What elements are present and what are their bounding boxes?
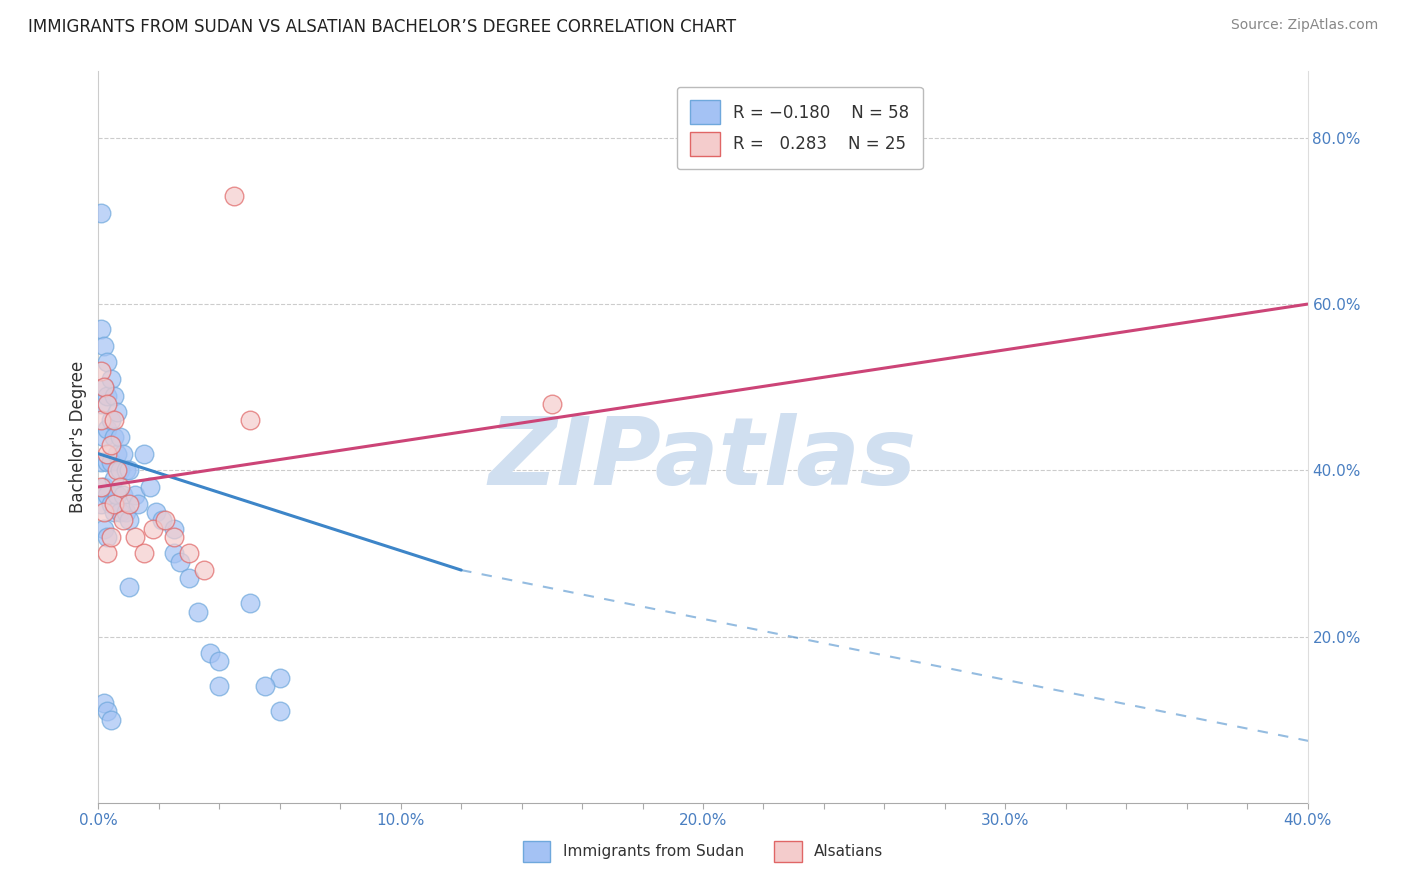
Point [100, 372, 122, 386]
Point [132, 447, 155, 461]
Text: ZIPatlas: ZIPatlas [489, 413, 917, 505]
Point [96, 388, 118, 402]
Point [118, 463, 141, 477]
Point [163, 530, 186, 544]
Point [96, 355, 118, 369]
Point [124, 488, 146, 502]
Point [103, 472, 125, 486]
Text: IMMIGRANTS FROM SUDAN VS ALSATIAN BACHELOR’S DEGREE CORRELATION CHART: IMMIGRANTS FROM SUDAN VS ALSATIAN BACHEL… [28, 18, 737, 36]
Point [103, 413, 125, 427]
Point [153, 513, 176, 527]
Point [90, 363, 112, 377]
Point [93, 380, 115, 394]
Point [90, 397, 112, 411]
Point [118, 513, 141, 527]
Point [200, 646, 222, 660]
Point [239, 596, 262, 610]
Point [114, 505, 136, 519]
Point [208, 680, 231, 694]
Point [90, 480, 112, 494]
Point [93, 480, 115, 494]
Point [105, 447, 128, 461]
Point [103, 497, 125, 511]
Point [93, 380, 115, 394]
Point [100, 497, 122, 511]
Point [540, 397, 562, 411]
Point [108, 480, 131, 494]
Point [269, 705, 291, 719]
Point [150, 513, 173, 527]
Point [208, 655, 231, 669]
Point [90, 205, 112, 219]
Point [96, 488, 118, 502]
Point [124, 530, 146, 544]
Text: Source: ZipAtlas.com: Source: ZipAtlas.com [1230, 18, 1378, 32]
Point [93, 338, 115, 352]
Point [105, 405, 128, 419]
Point [179, 571, 201, 585]
Point [142, 521, 165, 535]
Y-axis label: Bachelor's Degree: Bachelor's Degree [69, 361, 87, 513]
Point [105, 488, 128, 502]
Point [108, 430, 131, 444]
Point [90, 497, 112, 511]
Point [96, 546, 118, 560]
Point [114, 463, 136, 477]
Point [111, 447, 134, 461]
Point [163, 546, 186, 560]
Point [93, 696, 115, 710]
Point [100, 413, 122, 427]
Point [118, 580, 141, 594]
Point [100, 438, 122, 452]
Point [111, 513, 134, 527]
Point [169, 555, 191, 569]
Point [93, 505, 115, 519]
Point [108, 463, 131, 477]
Point [93, 521, 115, 535]
Point [118, 497, 141, 511]
Point [90, 322, 112, 336]
Point [163, 521, 186, 535]
Point [132, 546, 155, 560]
Point [111, 488, 134, 502]
Point [239, 413, 262, 427]
Point [90, 455, 112, 469]
Point [108, 505, 131, 519]
Point [127, 497, 149, 511]
Point [90, 413, 112, 427]
Point [96, 530, 118, 544]
Point [100, 713, 122, 727]
Point [96, 397, 118, 411]
Point [93, 430, 115, 444]
Point [187, 605, 209, 619]
Point [105, 463, 128, 477]
Point [96, 455, 118, 469]
Point [103, 430, 125, 444]
Legend: Immigrants from Sudan, Alsatians: Immigrants from Sudan, Alsatians [516, 834, 890, 868]
Point [139, 480, 162, 494]
Point [193, 563, 215, 577]
Point [96, 422, 118, 436]
Point [96, 447, 118, 461]
Point [103, 505, 125, 519]
Point [100, 530, 122, 544]
Point [96, 705, 118, 719]
Point [269, 671, 291, 685]
Point [224, 189, 246, 203]
Point [100, 455, 122, 469]
Point [179, 546, 201, 560]
Point [253, 680, 276, 694]
Point [145, 505, 167, 519]
Point [103, 388, 125, 402]
